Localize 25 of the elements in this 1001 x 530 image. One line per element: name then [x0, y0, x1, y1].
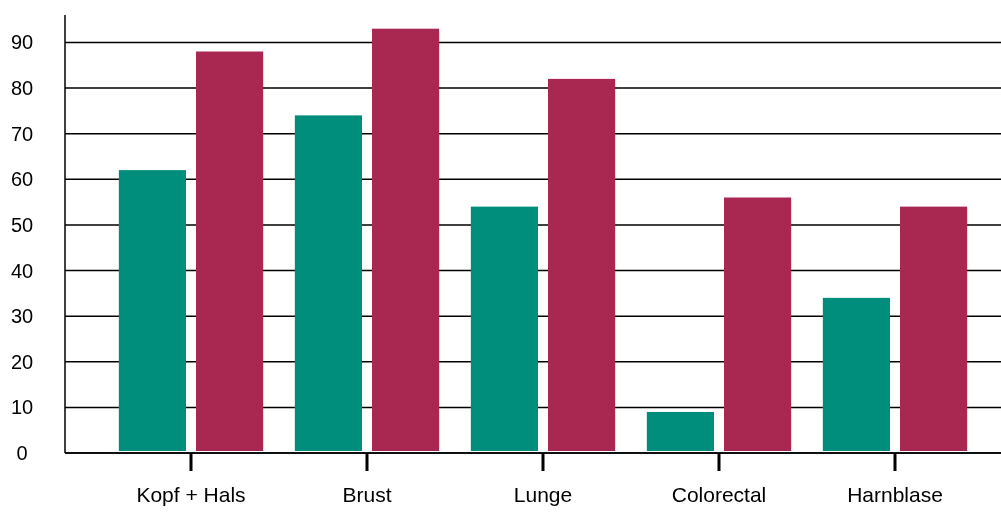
x-tick-label: Colorectal — [671, 483, 767, 506]
y-tick-label: 30 — [10, 305, 34, 328]
x-tick-label: Kopf + Hals — [136, 483, 246, 506]
y-tick-label: 60 — [10, 168, 34, 191]
y-tick-label: 40 — [10, 259, 34, 282]
bar — [470, 206, 538, 451]
y-tick-label: 0 — [16, 442, 28, 464]
y-tick-label: 50 — [10, 213, 34, 236]
x-tick-label: Harnblase — [847, 483, 943, 506]
x-tick-label: Brust — [342, 483, 392, 506]
y-tick-label: 70 — [10, 122, 34, 145]
bar — [822, 297, 890, 451]
bar — [646, 411, 714, 451]
bar — [372, 28, 440, 451]
y-tick-label: 90 — [10, 31, 34, 54]
bar — [548, 78, 616, 451]
y-tick-label: 20 — [10, 350, 34, 373]
x-tick-label: Lunge — [513, 483, 573, 506]
bar — [294, 115, 362, 451]
bar — [724, 197, 792, 451]
y-tick-label: 10 — [10, 396, 34, 419]
bar — [900, 206, 968, 451]
y-tick-label: 80 — [10, 77, 34, 99]
bar — [118, 170, 186, 451]
bar — [196, 51, 264, 451]
